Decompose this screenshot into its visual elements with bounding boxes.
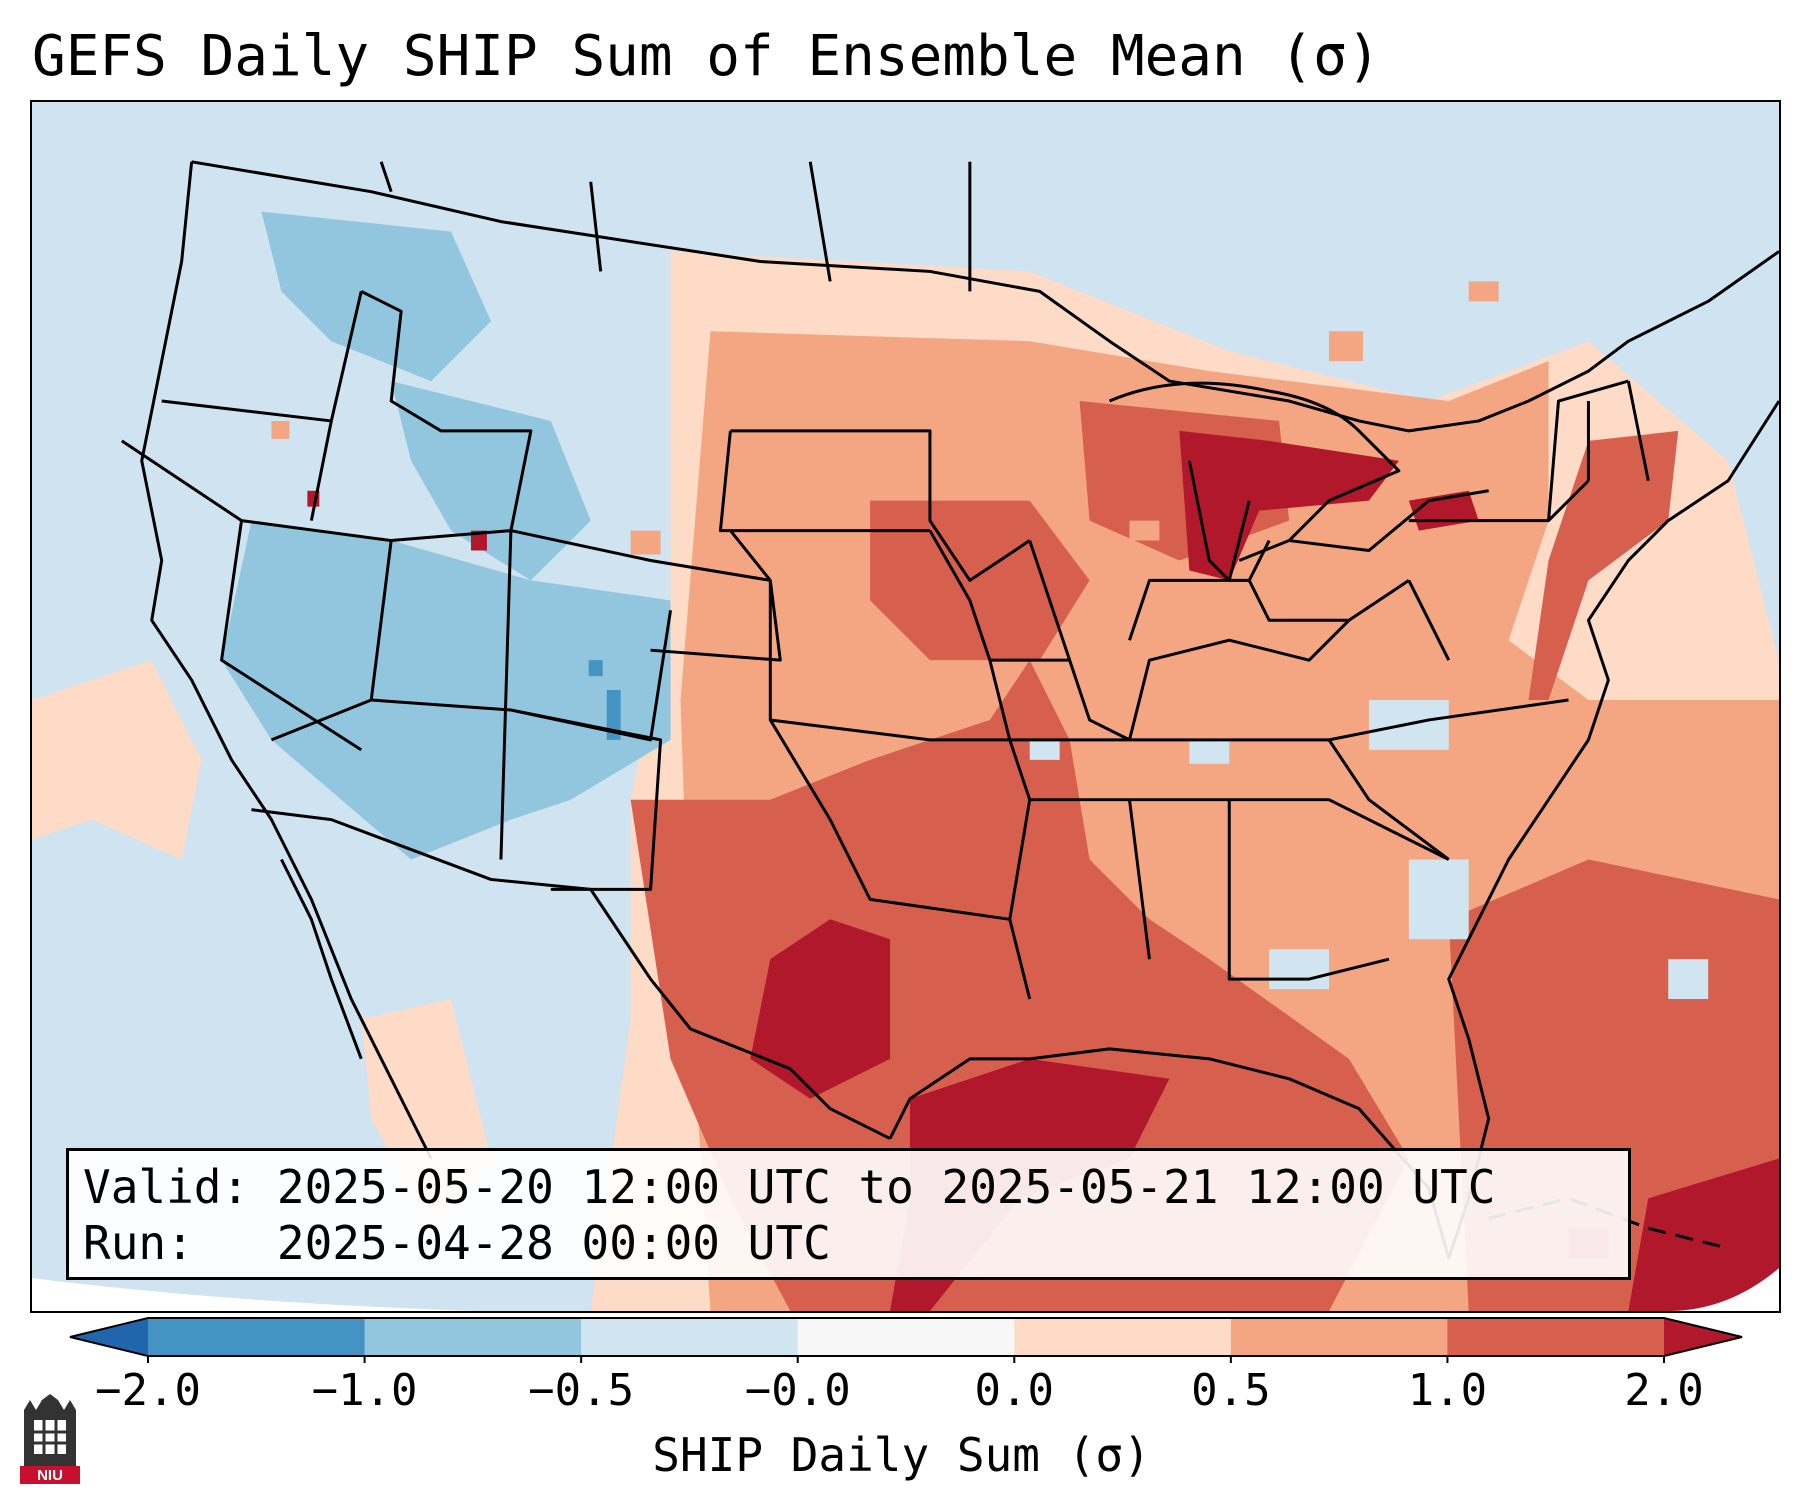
canada-provinces [379,161,972,292]
colorbar-segment [364,1318,582,1356]
colorbar-tick-label: −1.0 [311,1365,418,1416]
coastline-gulf [888,938,1491,1260]
valid-label: Valid: [83,1160,250,1214]
out-of-domain-mask [32,1268,1779,1311]
political-boundaries [120,160,1779,1260]
field-light-warm-west [32,660,202,860]
field-strong-cool-colorado [606,690,621,740]
map-title: GEFS Daily SHIP Sum of Ensemble Mean (σ) [32,24,1381,89]
colorbar-segment [148,1318,366,1356]
colorbar-segment [1230,1318,1448,1356]
field-moderate-cool-northwest [261,211,491,382]
niu-logo: NIU [20,1394,80,1484]
field-moderate-cool-great-basin [221,520,671,860]
colorbar-label: SHIP Daily Sum (σ) [652,1428,1151,1482]
great-lakes [1108,381,1489,582]
field-very-strong-michigan [1179,430,1399,581]
colorbar [69,1317,1743,1363]
colorbar-extend-high [1664,1318,1742,1356]
valid-time: 2025-05-20 12:00 UTC to 2025-05-21 12:00… [276,1160,1496,1214]
colorbar-segment [1447,1318,1665,1356]
us-canada-border [191,160,1779,433]
valid-run-info-box: Valid: 2025-05-20 12:00 UTC to 2025-05-2… [66,1148,1631,1280]
field-very-strong-texas [750,919,891,1099]
colorbar-tick-label: −0.5 [528,1365,635,1416]
logo-text: NIU [37,1467,63,1484]
colorbar-tick-label: 1.0 [1407,1365,1488,1416]
colorbar-tick-label: −0.0 [744,1365,851,1416]
colorbar-ticks [147,1356,1665,1363]
field-strong-warm-northeast [1528,430,1679,701]
state-lines [120,290,1650,1000]
colorbar-tick-label: 2.0 [1624,1365,1704,1416]
us-mexico-border [251,808,891,1140]
colorbar-tick-label: 0.5 [1191,1365,1271,1416]
field-very-strong-caribbean [1628,1158,1779,1311]
field-strong-cool-colorado-north [588,660,603,677]
field-strong-warm-plains [870,500,1090,661]
ship-anomaly-field [32,211,1779,1311]
colorbar-tick-label: 0.0 [974,1365,1055,1416]
colorbar-segments [70,1318,1742,1356]
colorbar-extend-low [70,1318,148,1356]
colorbar-tick-label: −2.0 [95,1365,201,1416]
colorbar-segment [581,1318,799,1356]
run-time: 2025-04-28 00:00 UTC [276,1216,831,1270]
run-label: Run: [83,1216,194,1270]
colorbar-segment [797,1318,1015,1356]
colorbar-segment [1014,1318,1232,1356]
coastline-east [1467,400,1779,940]
map-panel [30,100,1781,1313]
ship-field-map [32,160,1779,1311]
coastline-west [140,161,433,1160]
